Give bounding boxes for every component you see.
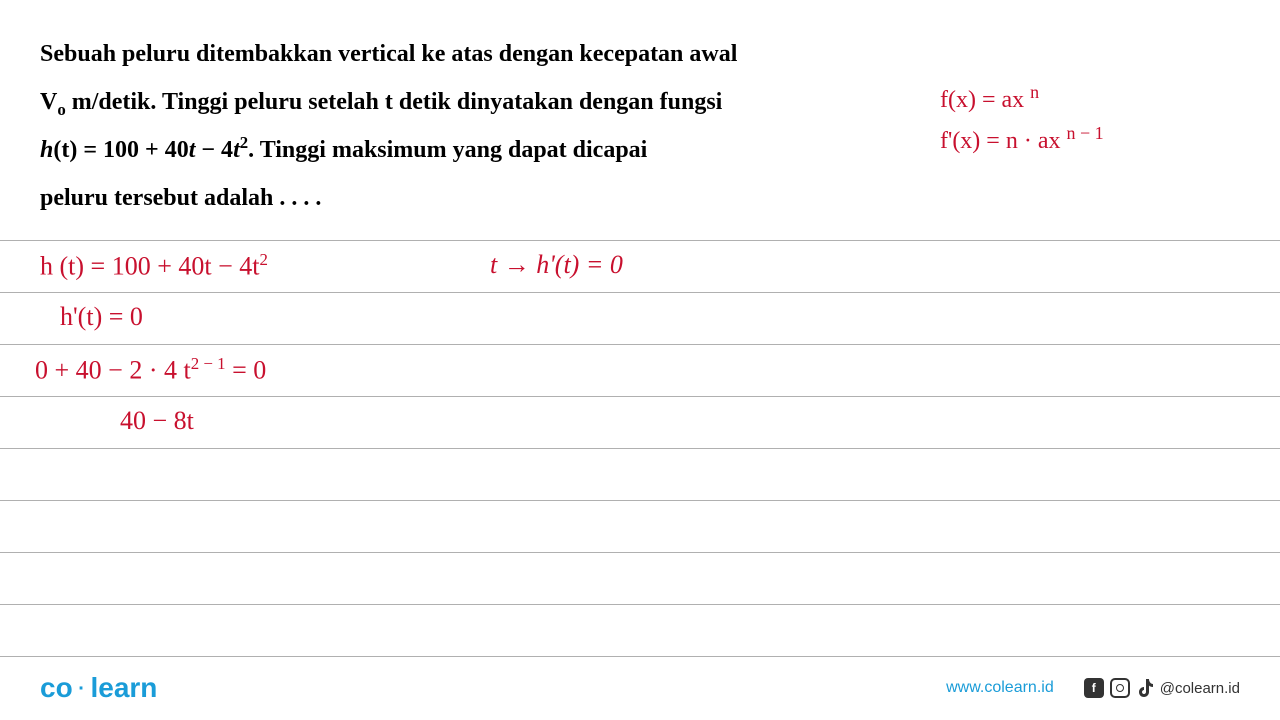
work-line-3: 0 + 40 − 2 · 4 t2 − 1 = 0 [35,354,266,386]
facebook-icon[interactable]: f [1084,678,1104,698]
w3-text: 0 + 40 − 2 · 4 t [35,356,191,385]
eq-h: h [40,137,53,163]
w3-exp: 2 − 1 [191,354,226,373]
f1-exp: n [1030,82,1039,102]
formula-1: f(x) = ax n [940,78,1240,119]
tiktok-icon[interactable] [1136,678,1154,698]
footer-right: www.colearn.id f @colearn.id [946,678,1240,698]
footer-url[interactable]: www.colearn.id [946,679,1054,697]
problem-line-4: peluru tersebut adalah . . . . [40,174,1240,222]
work-line-1b: t → h'(t) = 0 [490,250,623,280]
f2-text: f'(x) = n · ax [940,128,1060,154]
problem-line-1: Sebuah peluru ditembakkan vertical ke at… [40,30,1240,78]
work-line-4: 40 − 8t [120,406,194,436]
ruled-area: h (t) = 100 + 40t − 4t2 t → h'(t) = 0 h'… [0,240,1280,660]
rule-line [0,500,1280,501]
rule-line [0,240,1280,241]
rule-line [0,604,1280,605]
eq-t2: t [233,137,240,163]
rule-line [0,396,1280,397]
w2-text: h'(t) = 0 [60,302,143,331]
work-line-1: h (t) = 100 + 40t − 4t2 [40,250,268,282]
rule-line [0,552,1280,553]
eq-rest1: = 100 + 40 [77,137,188,163]
rule-line [0,448,1280,449]
rule-line [0,292,1280,293]
logo-co: co [40,672,73,703]
v-symbol: V [40,89,57,115]
w4-text: 40 − 8t [120,406,194,435]
w1-text: h (t) = 100 + 40t − 4t [40,252,259,281]
eq-minus: − 4 [195,137,233,163]
logo-dot: · [73,678,91,700]
social-icons: f @colearn.id [1084,678,1240,698]
work-line-2: h'(t) = 0 [60,302,143,332]
v-subscript: o [57,100,65,119]
rule-line [0,344,1280,345]
rule-line [0,656,1280,657]
line3-rest: Tinggi maksimum yang dapat dicapai [254,137,647,163]
formula-2: f'(x) = n · ax n − 1 [940,119,1240,160]
social-handle: @colearn.id [1160,680,1240,697]
footer: co · learn www.colearn.id f @colearn.id [0,668,1280,708]
f1-text: f(x) = ax [940,87,1024,113]
eq-sq: 2 [240,133,248,152]
logo-learn: learn [90,672,157,703]
logo: co · learn [40,672,157,704]
formula-annotation: f(x) = ax n f'(x) = n · ax n − 1 [940,78,1240,161]
eq-paren: (t) [53,137,77,163]
w1b-text: t → h'(t) = 0 [490,250,623,279]
w1-exp: 2 [259,250,267,269]
w3-rest: = 0 [226,356,267,385]
line2-rest: m/detik. Tinggi peluru setelah t detik d… [66,89,723,115]
f2-exp: n − 1 [1066,123,1103,143]
instagram-icon[interactable] [1110,678,1130,698]
